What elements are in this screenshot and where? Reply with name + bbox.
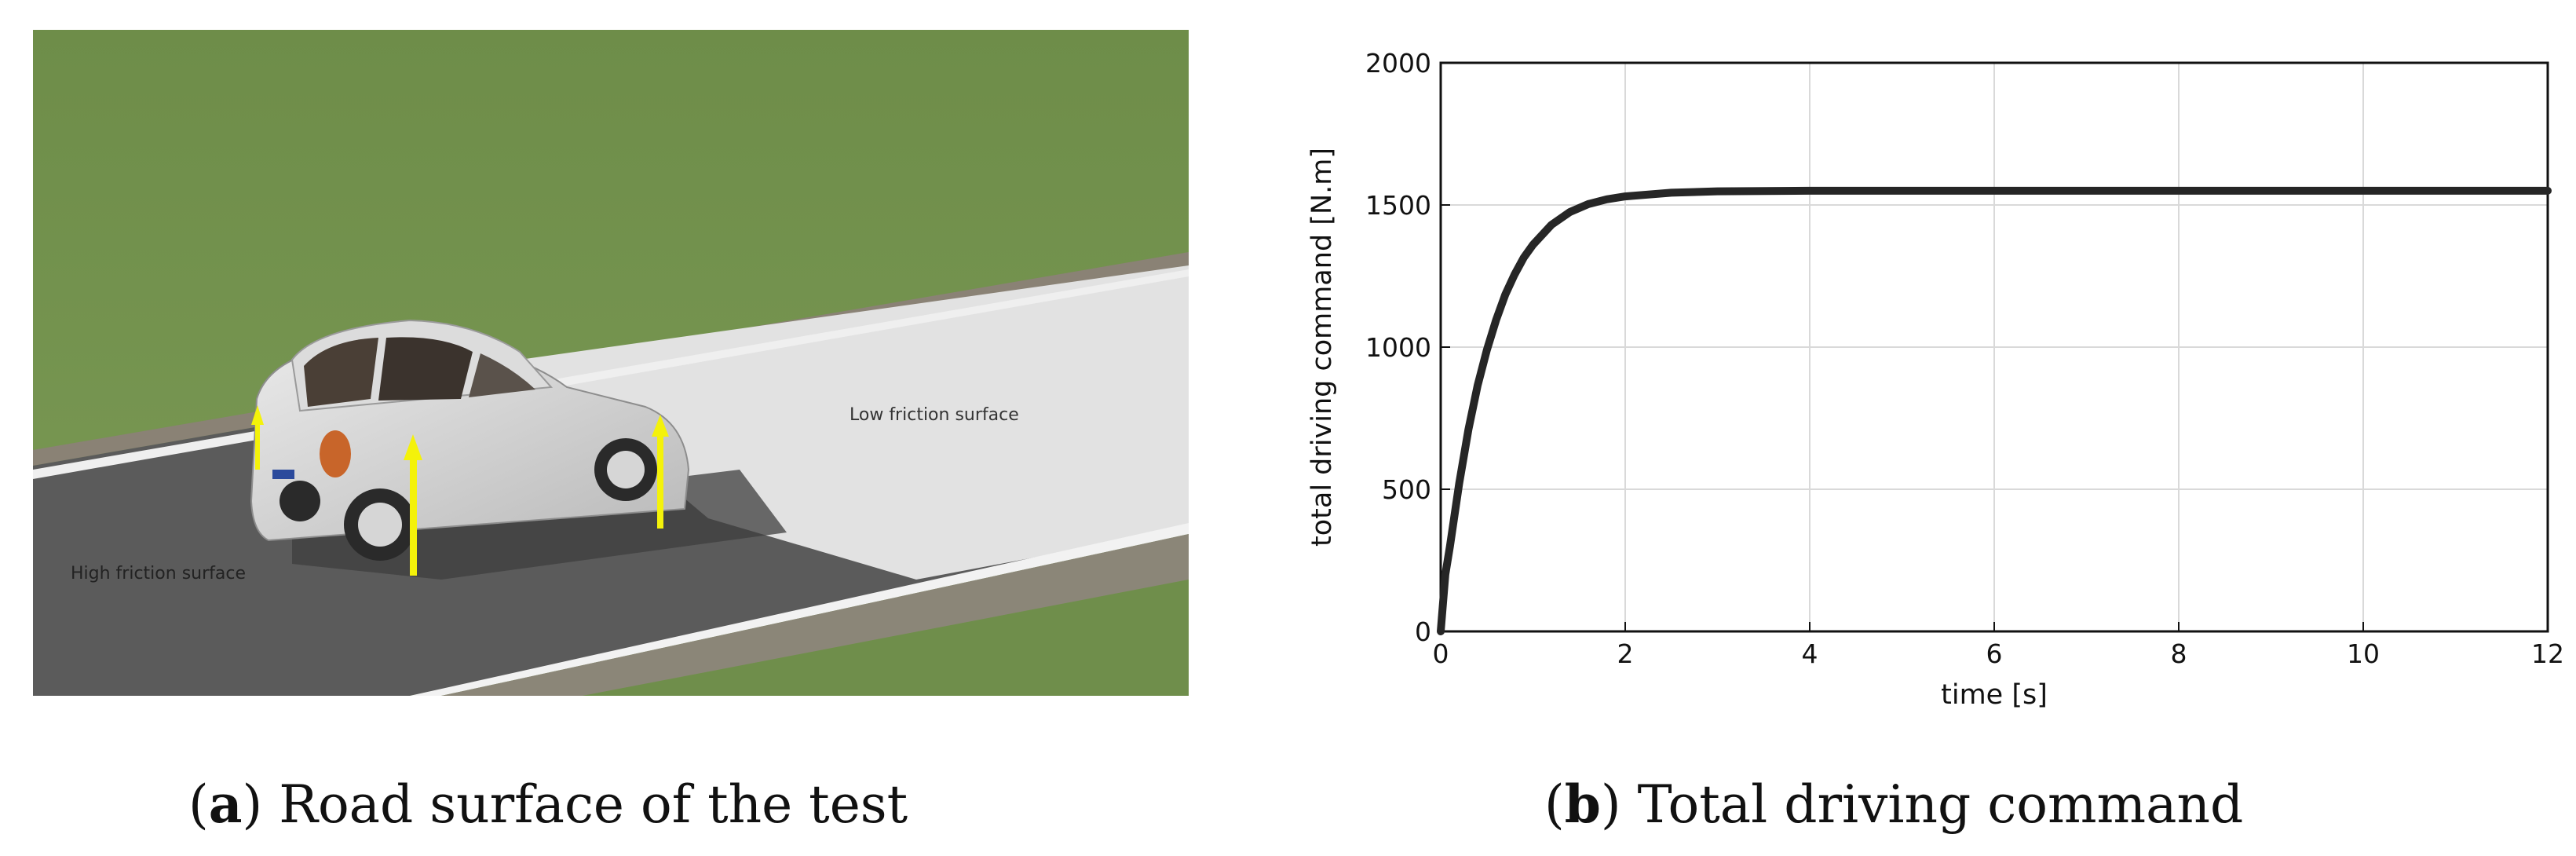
x-tick-label: 8	[2171, 638, 2187, 669]
low-friction-label: Low friction surface	[850, 405, 1019, 425]
x-tick-label: 6	[1986, 638, 2003, 669]
caption-b-text: Total driving command	[1637, 774, 2244, 835]
y-tick-label: 2000	[1365, 48, 1431, 79]
high-friction-label: High friction surface	[71, 564, 246, 583]
x-axis-label: time [s]	[1941, 679, 2048, 711]
driving-command-chart: 0 2 4 6 8 10 12 0 500 1000 1500 2000 time [s] total…	[1306, 48, 2564, 711]
road-surface-scene: Low friction surface High friction surfa…	[33, 30, 1189, 696]
y-axis-label: total driving command [N.m]	[1306, 148, 1338, 547]
ticks: 0 2 4 6 8 10 12 0 500 1000 1500 2000	[1365, 48, 2564, 669]
near-grass	[583, 580, 1189, 696]
caption-a-text: Road surface of the test	[279, 774, 908, 835]
x-tick-label: 12	[2531, 638, 2564, 669]
caption-b-letter: b	[1564, 774, 1601, 835]
y-tick-label: 0	[1415, 616, 1431, 647]
x-tick-label: 2	[1617, 638, 1634, 669]
near-shoulder	[441, 534, 1189, 696]
series-line	[1437, 186, 2552, 635]
low-friction-area	[520, 265, 1189, 580]
x-tick-label: 4	[1802, 638, 1818, 669]
near-edge-line	[410, 523, 1189, 696]
caption-b: (b) Total driving command	[1544, 774, 2244, 835]
grid	[1441, 63, 2548, 631]
y-tick-label: 500	[1382, 474, 1431, 505]
arrow-icon	[251, 405, 669, 576]
road-scene-image	[33, 30, 1189, 696]
caption-a: (a) Road surface of the test	[188, 774, 908, 835]
y-tick-label: 1500	[1365, 190, 1431, 221]
y-tick-label: 1000	[1365, 332, 1431, 363]
caption-a-letter: a	[208, 774, 243, 835]
car-icon	[250, 319, 690, 561]
x-tick-label: 10	[2347, 638, 2380, 669]
x-tick-label: 0	[1433, 638, 1449, 669]
